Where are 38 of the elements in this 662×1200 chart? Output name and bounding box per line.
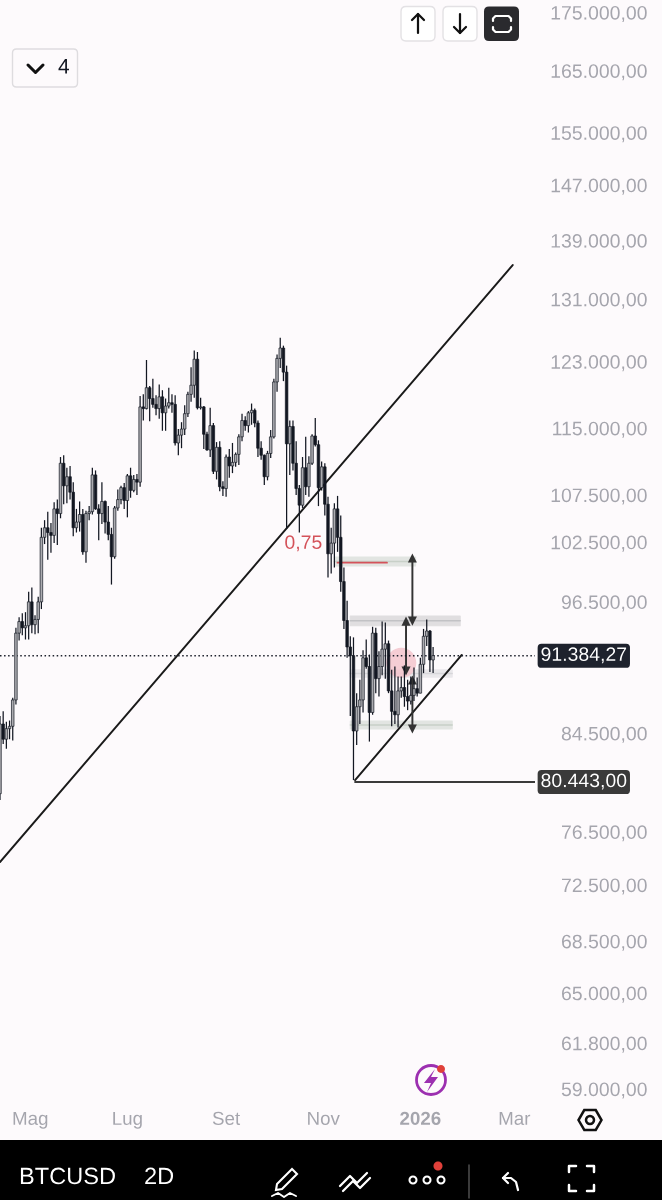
y-tick-label: 65.000,00	[561, 986, 647, 1003]
x-tick-label: Mag	[13, 1111, 48, 1129]
y-tick-label: 102.500,00	[551, 535, 647, 552]
y-tick-label: 131.000,00	[551, 292, 647, 309]
y-tick-label: 165.000,00	[551, 64, 647, 81]
y-tick-label: 115.000,00	[553, 421, 647, 438]
y-tick-label: 123.000,00	[551, 355, 647, 372]
annotation: 0,75	[285, 535, 322, 552]
y-tick-label: 155.000,00	[551, 126, 647, 143]
y-tick-label: 59.000,00	[561, 1082, 647, 1099]
y-tick-label: 84.500,00	[561, 726, 647, 743]
candlestick	[27, 591, 31, 641]
data-label: 80.443,00	[541, 773, 627, 790]
x-tick-label: Mar	[499, 1111, 531, 1125]
y-tick-label: 61.800,00	[561, 1036, 647, 1053]
y-tick-label: 68.500,00	[561, 934, 647, 951]
y-tick-label: 139.000,00	[551, 234, 647, 251]
text: 2D	[145, 1167, 174, 1185]
candlestick	[4, 721, 8, 750]
y-tick-label: 76.500,00	[562, 825, 647, 842]
y-tick-label: 147.000,00	[551, 178, 647, 195]
x-tick-label: Set	[212, 1111, 241, 1125]
candlestick	[30, 586, 34, 634]
y-tick-label: 107.500,00	[551, 488, 647, 505]
candlestick	[393, 665, 397, 725]
annotation: 4	[58, 59, 69, 74]
ref-line-label: 91.384,27	[541, 647, 627, 664]
candlestick	[20, 612, 24, 636]
text: BTCUSD	[20, 1167, 115, 1185]
x-tick-label: 2026	[400, 1111, 441, 1125]
y-tick-label: 72.500,00	[562, 878, 647, 895]
y-tick-label: 96.500,00	[561, 595, 647, 612]
candlestick	[65, 467, 69, 504]
y-tick-label: 175.000,00	[551, 5, 647, 23]
x-tick-label: Lug	[113, 1111, 142, 1129]
candlestick	[46, 511, 50, 561]
x-tick-label: Nov	[308, 1111, 340, 1125]
candlestick	[157, 383, 161, 420]
